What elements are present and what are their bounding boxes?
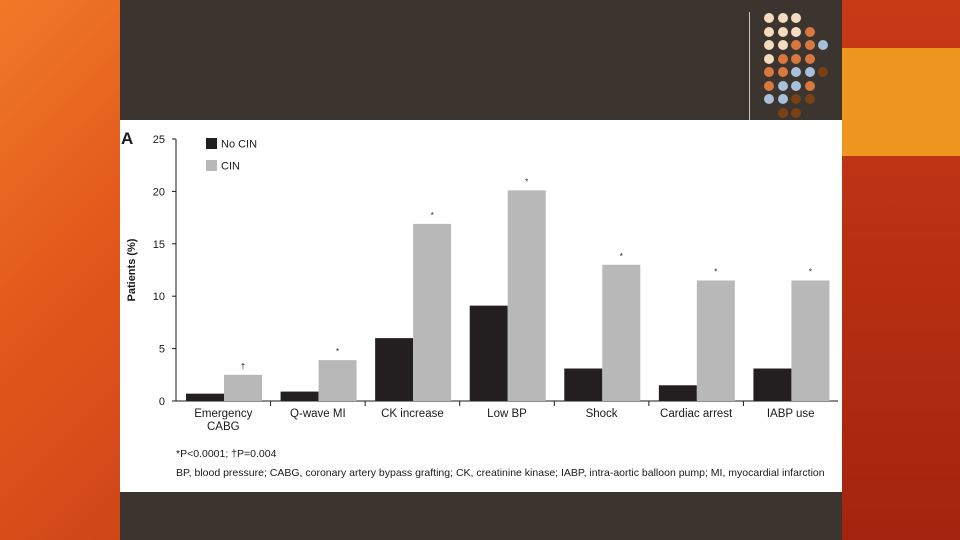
y-tick-label: 0 bbox=[159, 396, 165, 408]
significance-marker: * bbox=[525, 177, 528, 186]
bar-cin bbox=[413, 223, 452, 401]
significance-marker: † bbox=[241, 362, 245, 371]
legend-swatch bbox=[206, 138, 217, 149]
significance-marker: * bbox=[431, 211, 434, 220]
bar-cin bbox=[224, 374, 262, 401]
x-tick-label: Low BP bbox=[487, 408, 527, 420]
y-tick-label: 25 bbox=[153, 134, 165, 146]
footnote-abbreviations: BP, blood pressure; CABG, coronary arter… bbox=[176, 467, 825, 479]
x-tick-label: Cardiac arrest bbox=[660, 408, 733, 420]
x-tick-label: CABG bbox=[207, 421, 240, 433]
bar-no-cin bbox=[753, 368, 792, 401]
significance-marker: * bbox=[620, 252, 623, 261]
y-tick-label: 15 bbox=[153, 239, 165, 251]
bar-no-cin bbox=[658, 385, 697, 401]
y-axis-label: Patients (%) bbox=[126, 238, 138, 301]
bar-no-cin bbox=[280, 391, 319, 401]
bar-no-cin bbox=[375, 338, 414, 401]
bar-cin bbox=[318, 360, 357, 401]
decorative-divider-line bbox=[749, 12, 750, 120]
bar-cin bbox=[507, 190, 546, 401]
significance-marker: * bbox=[809, 267, 812, 276]
legend-label: No CIN bbox=[221, 139, 257, 151]
bar-no-cin bbox=[564, 368, 603, 401]
significance-marker: * bbox=[336, 347, 339, 356]
accent-orange-block bbox=[842, 48, 960, 156]
x-tick-label: Emergency bbox=[194, 408, 252, 420]
y-tick-label: 20 bbox=[153, 186, 165, 198]
y-tick-label: 5 bbox=[159, 344, 165, 356]
bar-no-cin bbox=[186, 393, 224, 401]
x-tick-label: CK increase bbox=[381, 408, 444, 420]
bar-no-cin bbox=[469, 305, 508, 401]
bar-cin bbox=[696, 280, 735, 401]
x-tick-label: Shock bbox=[586, 408, 618, 420]
bar-cin bbox=[791, 280, 830, 401]
legend-swatch bbox=[206, 160, 217, 171]
panel-label: A bbox=[121, 129, 133, 148]
footnote-significance: *P<0.0001; †P=0.004 bbox=[176, 448, 277, 460]
x-tick-label: IABP use bbox=[767, 408, 815, 420]
x-tick-label: Q-wave MI bbox=[290, 408, 346, 420]
figure-image: A 0 5 10 15 20 25 Patients (%) † Emergency CABG * Q-… bbox=[120, 120, 842, 492]
significance-marker: * bbox=[714, 267, 717, 276]
y-tick-label: 10 bbox=[153, 291, 165, 303]
legend-label: CIN bbox=[221, 161, 240, 173]
bar-cin bbox=[602, 264, 641, 401]
left-background-strip bbox=[0, 0, 120, 540]
